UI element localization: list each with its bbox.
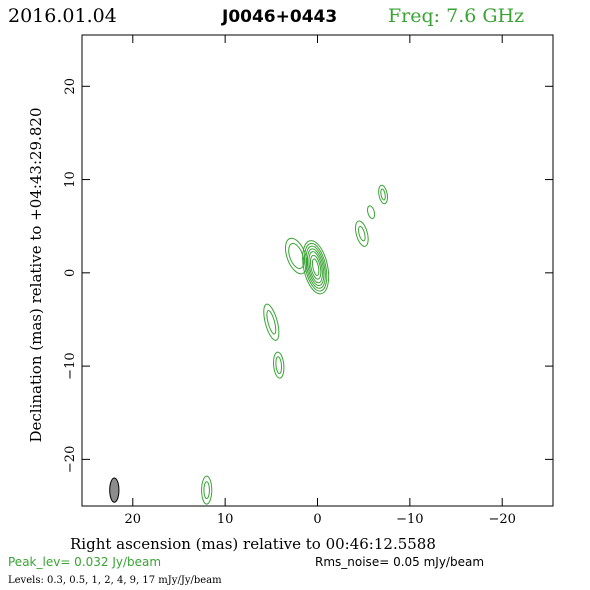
contour-line xyxy=(284,237,308,275)
contour-line xyxy=(203,481,210,500)
contour-line xyxy=(308,251,323,284)
contour-levels: Levels: 0.3, 0.5, 1, 2, 4, 9, 17 mJy/Jy/… xyxy=(8,575,222,586)
contour-line xyxy=(304,242,328,292)
contour-line xyxy=(309,254,322,280)
beam-layer xyxy=(109,477,120,503)
y-tick-label: 20 xyxy=(63,78,78,95)
observation-date: 2016.01.04 xyxy=(8,5,117,27)
y-tick-label: −20 xyxy=(63,446,78,473)
y-axis-label: Declination (mas) relative to +04:43:29.… xyxy=(27,107,45,442)
contour-line xyxy=(306,248,325,287)
plot-frame xyxy=(81,34,554,507)
contour-line xyxy=(311,258,320,276)
contour-line xyxy=(305,245,326,289)
x-tick-label: −20 xyxy=(488,512,515,527)
x-tick-label: 10 xyxy=(217,512,234,527)
axis-tick-labels: 20 10 0 −10 −20 20 10 0 −10 −20 xyxy=(63,78,516,527)
contour-lines xyxy=(201,184,388,505)
contour-line xyxy=(367,205,376,220)
source-name: J0046+0443 xyxy=(221,7,337,27)
contour-line xyxy=(275,356,283,375)
contour-line xyxy=(263,303,280,341)
contour-line xyxy=(380,188,386,201)
peak-level: Peak_lev= 0.032 Jy/beam xyxy=(8,555,161,569)
beam-ellipse xyxy=(109,477,120,503)
x-axis-label: Right ascension (mas) relative to 00:46:… xyxy=(70,535,436,553)
y-tick-label: −10 xyxy=(63,352,78,379)
y-tick-label: 0 xyxy=(63,269,78,277)
contour-line xyxy=(378,184,388,205)
x-tick-label: 20 xyxy=(125,512,142,527)
x-tick-label: 0 xyxy=(313,512,321,527)
contour-line xyxy=(354,220,369,247)
x-tick-label: −10 xyxy=(396,512,423,527)
y-tick-label: 10 xyxy=(63,171,78,188)
contour-line xyxy=(288,243,305,270)
contour-line xyxy=(358,225,366,242)
contour-line xyxy=(302,240,330,295)
contour-line xyxy=(273,351,285,379)
axis-ticks xyxy=(82,35,553,506)
contour-line xyxy=(266,310,277,335)
contour-line xyxy=(201,475,213,505)
frequency-label: Freq: 7.6 GHz xyxy=(388,5,524,27)
rms-noise: Rms_noise= 0.05 mJy/beam xyxy=(315,555,484,569)
